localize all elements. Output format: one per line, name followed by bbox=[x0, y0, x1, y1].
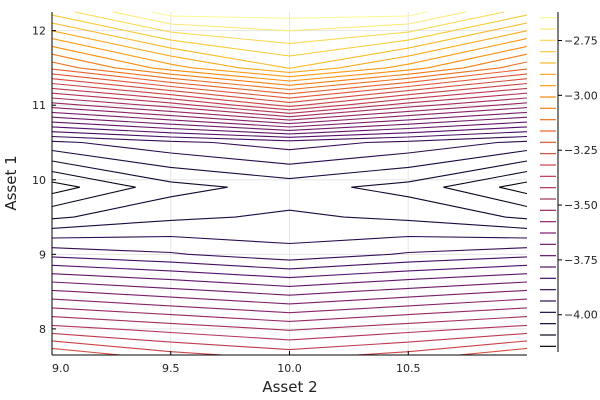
x-tick-label-0: 9.0 bbox=[52, 362, 70, 375]
contour-level-16 bbox=[51, 82, 528, 356]
contour-level-29 bbox=[151, 11, 428, 19]
contour-level-14 bbox=[51, 92, 528, 341]
contour-level-15 bbox=[51, 87, 528, 351]
y-tick-label-1: 9 bbox=[39, 248, 46, 261]
y-tick-label-0: 8 bbox=[39, 323, 46, 336]
y-axis-ticks: 8 9 10 11 12 bbox=[32, 25, 56, 336]
colorbar-tick-label-2: −3.25 bbox=[564, 144, 598, 157]
contour-level-2 bbox=[51, 160, 528, 220]
colorbar-tick-label-3: −3.50 bbox=[564, 199, 598, 212]
x-axis-title: Asset 2 bbox=[262, 378, 317, 396]
contour-level-22 bbox=[51, 45, 528, 82]
x-tick-label-3: 10.5 bbox=[396, 362, 421, 375]
contour-level-23 bbox=[51, 38, 528, 78]
contour-lines bbox=[51, 11, 528, 356]
colorbar-tick-label-0: −2.75 bbox=[564, 35, 598, 48]
contour-level-12 bbox=[51, 102, 528, 322]
y-axis-title: Asset 1 bbox=[2, 155, 20, 210]
colorbar-tick-label-5: −4.00 bbox=[564, 309, 598, 322]
contour-level-4 bbox=[51, 140, 528, 245]
colorbar: −2.75 −3.00 −3.25 −3.50 −3.75 −4.00 bbox=[540, 12, 598, 352]
contour-level-24 bbox=[51, 30, 528, 73]
contour-level-20 bbox=[51, 61, 528, 91]
contour-level-13 bbox=[51, 97, 528, 331]
contour-level-17 bbox=[51, 78, 528, 356]
y-tick-label-2: 10 bbox=[32, 174, 46, 187]
y-tick-label-4: 12 bbox=[32, 25, 46, 38]
x-tick-label-1: 9.5 bbox=[162, 362, 180, 375]
contour-level-11 bbox=[51, 107, 528, 314]
contour-level-10 bbox=[51, 111, 528, 305]
contour-level-9 bbox=[51, 116, 528, 296]
contour-level-19 bbox=[51, 68, 528, 95]
colorbar-tick-label-4: −3.75 bbox=[564, 254, 598, 267]
contour-level-1 bbox=[51, 170, 528, 208]
contour-level-6 bbox=[51, 131, 528, 270]
contour-level-3 bbox=[51, 149, 528, 229]
contour-level-28 bbox=[113, 11, 466, 32]
contour-level-27 bbox=[74, 11, 505, 44]
contour-level-18 bbox=[51, 73, 528, 99]
contour-level-26 bbox=[51, 14, 528, 57]
contour-level-21 bbox=[51, 53, 528, 86]
x-tick-label-2: 10.0 bbox=[277, 362, 302, 375]
contour-level-8 bbox=[51, 121, 528, 287]
contour-level-7 bbox=[51, 126, 528, 279]
x-axis-ticks: 9.0 9.5 10.0 10.5 bbox=[51, 351, 421, 375]
contour-level-0 bbox=[51, 181, 528, 195]
y-tick-label-3: 11 bbox=[32, 99, 46, 112]
colorbar-tick-label-1: −3.00 bbox=[564, 89, 598, 102]
contour-level-25 bbox=[51, 22, 528, 69]
contour-level-5 bbox=[51, 135, 528, 261]
